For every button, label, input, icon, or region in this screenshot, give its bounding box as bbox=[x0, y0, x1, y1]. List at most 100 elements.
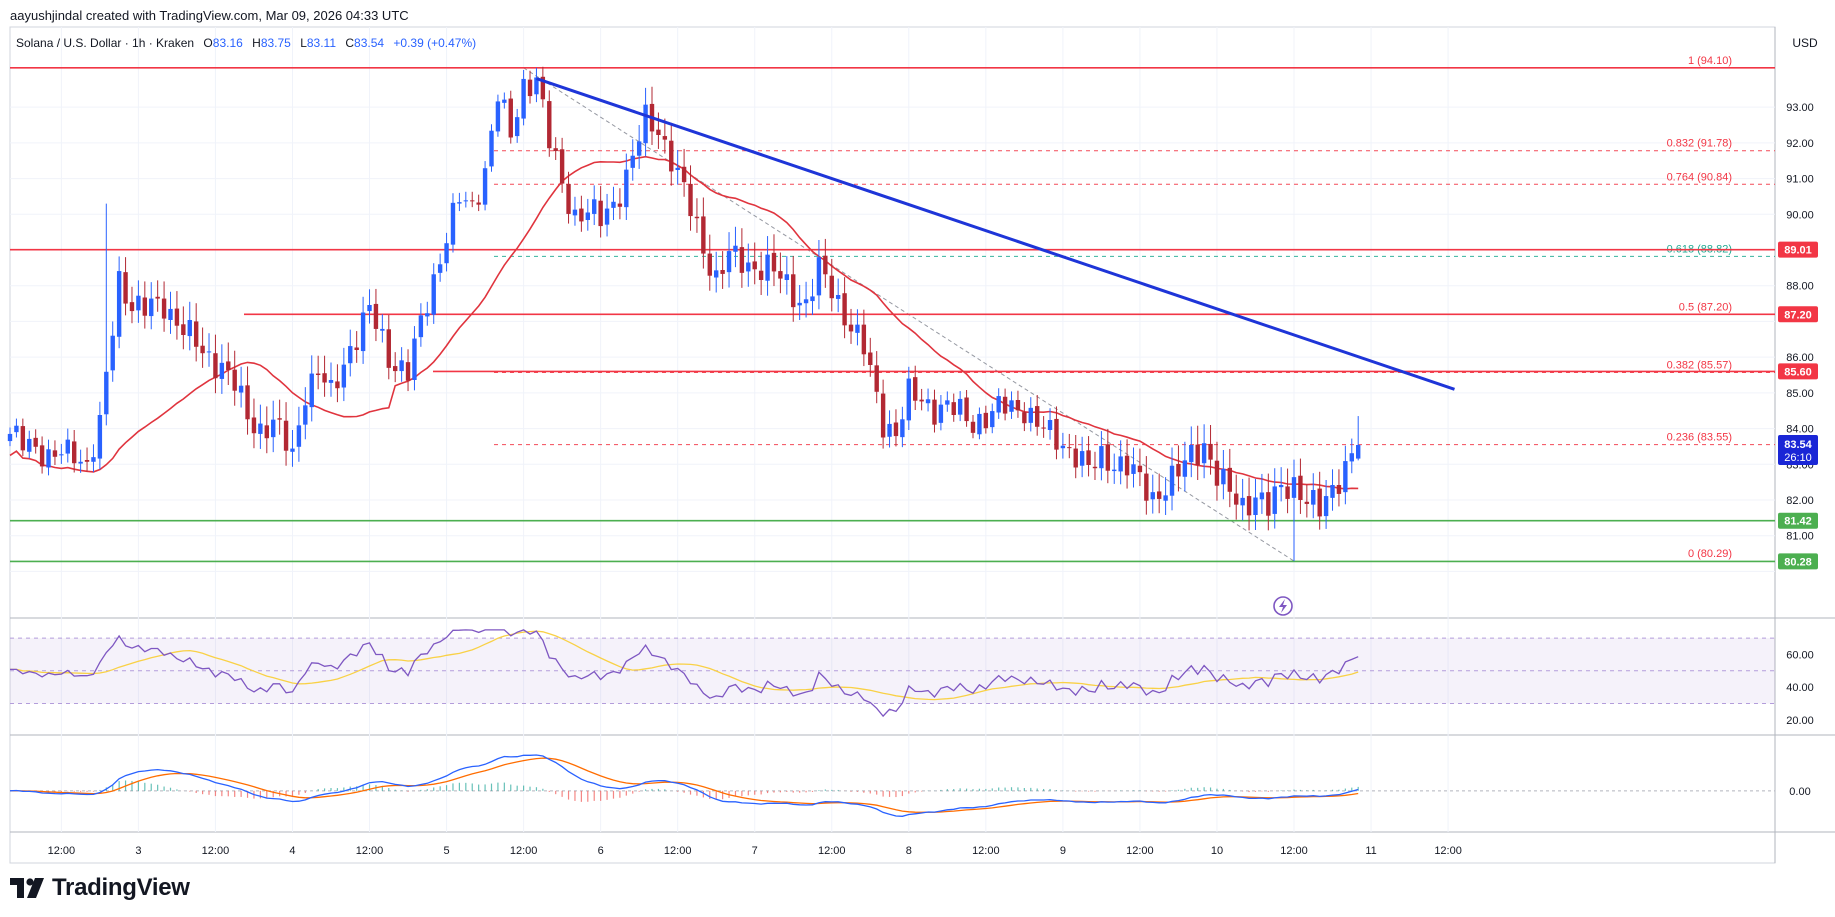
candle bbox=[752, 242, 757, 285]
candle bbox=[1311, 473, 1316, 519]
level-tag-bg bbox=[1778, 363, 1818, 380]
horizontal-levels[interactable]: 89.01 87.20 85.60 81.42 80.28 bbox=[10, 67, 1818, 570]
candle-body bbox=[393, 366, 398, 372]
rsi-tick-label: 40.00 bbox=[1786, 682, 1814, 694]
candle-body bbox=[752, 261, 757, 270]
candle bbox=[720, 251, 725, 289]
candle-body bbox=[868, 352, 873, 365]
candle bbox=[1246, 477, 1252, 531]
price-axis[interactable]: 81.0082.0083.0084.0085.0086.0088.0090.00… bbox=[1778, 102, 1818, 798]
candle-body bbox=[714, 270, 719, 278]
candle-body bbox=[880, 393, 886, 438]
candle-body bbox=[271, 419, 276, 438]
level-price-tag: 87.20 bbox=[1778, 306, 1818, 323]
tradingview-logo[interactable]: TradingView bbox=[10, 874, 190, 902]
candle-body bbox=[1054, 418, 1059, 450]
candle bbox=[1330, 469, 1335, 511]
candle bbox=[251, 398, 257, 449]
candle-body bbox=[1343, 461, 1348, 493]
symbol-legend[interactable]: Solana / U.S. Dollar · 1h · Kraken O83.1… bbox=[16, 36, 476, 50]
candle bbox=[91, 444, 96, 473]
candle-body bbox=[1221, 468, 1226, 485]
candle-body bbox=[1259, 492, 1265, 500]
candle-body bbox=[502, 99, 507, 103]
candle-body bbox=[129, 302, 135, 312]
candle-body bbox=[431, 274, 436, 315]
candle bbox=[1163, 477, 1168, 515]
candle-body bbox=[213, 353, 218, 379]
candle bbox=[348, 329, 353, 377]
candle bbox=[412, 326, 417, 391]
candle bbox=[810, 278, 815, 315]
candle-body bbox=[1214, 460, 1220, 486]
ohlc-high: 83.75 bbox=[261, 36, 291, 50]
candle-body bbox=[1067, 447, 1072, 449]
candle-body bbox=[592, 199, 597, 214]
level-tag-bg bbox=[1778, 306, 1818, 323]
candle bbox=[701, 197, 706, 269]
candle bbox=[1054, 406, 1059, 460]
candle-body bbox=[1349, 453, 1354, 462]
candle bbox=[547, 90, 552, 157]
candle-body bbox=[1189, 445, 1194, 463]
rsi-tick-label: 60.00 bbox=[1786, 649, 1814, 661]
candle-body bbox=[1311, 490, 1316, 505]
price-tick-label: 88.00 bbox=[1786, 281, 1814, 293]
candle-body bbox=[1317, 488, 1322, 517]
candle-body bbox=[1002, 396, 1008, 414]
candle bbox=[1189, 426, 1194, 478]
candle-body bbox=[283, 420, 289, 451]
candle-body bbox=[1195, 444, 1200, 465]
candle bbox=[380, 314, 385, 343]
candle bbox=[1343, 445, 1348, 505]
candle-body bbox=[1234, 493, 1239, 505]
time-tick-label: 12:00 bbox=[1434, 845, 1462, 857]
candle-body bbox=[964, 397, 969, 422]
candle bbox=[919, 388, 924, 411]
candle bbox=[1317, 471, 1322, 530]
candle-body bbox=[1009, 400, 1014, 412]
candle bbox=[592, 185, 597, 225]
level-tag-label: 85.60 bbox=[1784, 366, 1812, 378]
candle-body bbox=[123, 272, 128, 304]
candle bbox=[425, 301, 430, 326]
lightning-icon[interactable] bbox=[1273, 596, 1293, 616]
time-tick-label: 12:00 bbox=[972, 845, 1000, 857]
currency-label[interactable]: USD bbox=[1792, 36, 1818, 50]
candle bbox=[996, 388, 1001, 419]
candle-body bbox=[733, 245, 738, 252]
candle bbox=[489, 124, 494, 172]
candle-body bbox=[765, 254, 770, 281]
candle-body bbox=[572, 209, 578, 216]
level-price-tag: 80.28 bbox=[1778, 553, 1818, 570]
candle bbox=[669, 122, 674, 186]
candle-body bbox=[226, 361, 231, 370]
candle bbox=[585, 198, 590, 231]
fib-label: 0 (80.29) bbox=[1688, 548, 1732, 560]
candle bbox=[213, 334, 218, 394]
candle-body bbox=[945, 400, 950, 405]
time-axis[interactable]: 12:00 3 12:00 4 12:00 5 12:00 6 12:00 7 12:00 8 12:0… bbox=[48, 845, 1462, 857]
candle bbox=[527, 70, 533, 104]
candle-body bbox=[604, 208, 610, 225]
candle bbox=[707, 234, 712, 291]
candle-body bbox=[990, 411, 995, 428]
candle-body bbox=[489, 130, 494, 167]
trendline[interactable] bbox=[535, 77, 1455, 391]
candle bbox=[149, 282, 154, 330]
candle-body bbox=[861, 324, 867, 355]
candle bbox=[951, 393, 956, 422]
candle-body bbox=[624, 169, 629, 208]
candle-body bbox=[636, 141, 642, 156]
candle-body bbox=[1266, 492, 1271, 516]
candle bbox=[1266, 473, 1271, 531]
time-tick-label: 9 bbox=[1060, 845, 1066, 857]
candle-body bbox=[720, 270, 725, 274]
candle-body bbox=[1086, 450, 1091, 465]
price-tick-label: 81.00 bbox=[1786, 531, 1814, 543]
candle bbox=[733, 226, 738, 268]
countdown-label: 26:10 bbox=[1784, 452, 1812, 464]
fib-label: 0.382 (85.57) bbox=[1667, 360, 1732, 372]
candle bbox=[78, 449, 83, 473]
